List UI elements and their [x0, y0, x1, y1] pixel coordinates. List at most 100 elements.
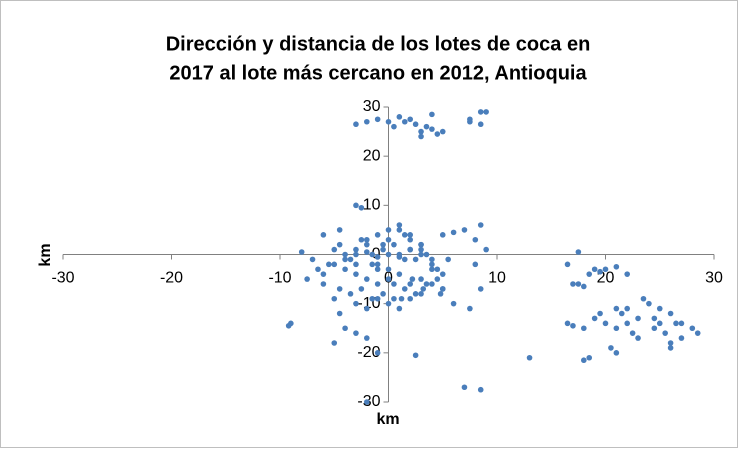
point: [418, 241, 424, 248]
point: [602, 266, 609, 273]
point: [418, 128, 424, 135]
point: [412, 352, 419, 359]
point: [483, 246, 489, 253]
point: [364, 249, 370, 255]
point: [369, 295, 376, 302]
point: [374, 254, 381, 260]
point: [347, 256, 354, 263]
point: [369, 261, 376, 268]
point: [613, 263, 620, 270]
point: [407, 116, 414, 123]
x-tick-label: -30: [51, 270, 74, 287]
point: [331, 261, 338, 268]
point: [439, 128, 446, 135]
point: [423, 251, 430, 258]
y-tick-label: -20: [357, 344, 380, 361]
point: [477, 222, 484, 228]
point: [364, 241, 370, 248]
point: [564, 320, 571, 327]
point: [353, 121, 359, 128]
point: [412, 291, 419, 297]
point: [353, 246, 359, 253]
point: [662, 330, 668, 336]
point: [326, 261, 332, 268]
point: [358, 204, 365, 211]
point: [407, 281, 414, 287]
point: [477, 386, 484, 393]
point: [385, 300, 392, 307]
point: [374, 261, 381, 268]
point: [396, 305, 403, 312]
point: [418, 276, 424, 282]
point: [331, 246, 338, 253]
point: [602, 320, 609, 327]
point: [391, 123, 397, 130]
point: [526, 354, 533, 361]
y-tick-label: 20: [363, 147, 381, 164]
point: [353, 300, 359, 307]
point: [374, 116, 381, 123]
point: [640, 295, 647, 302]
point: [401, 118, 408, 125]
y-tick-label: 0: [372, 246, 381, 263]
point: [651, 315, 658, 322]
point: [439, 232, 446, 238]
point: [358, 236, 365, 243]
point: [407, 246, 414, 253]
point: [304, 276, 310, 282]
point: [635, 315, 641, 322]
point: [374, 281, 381, 287]
point: [396, 227, 403, 233]
point: [347, 291, 354, 297]
point: [434, 276, 441, 282]
point: [353, 202, 359, 209]
point: [320, 271, 327, 277]
point: [673, 320, 679, 327]
point: [434, 131, 441, 137]
point: [285, 322, 292, 329]
point: [591, 266, 598, 273]
point: [320, 232, 327, 238]
point: [439, 286, 446, 292]
point: [581, 357, 587, 364]
point: [678, 335, 685, 341]
point: [331, 340, 338, 346]
point: [407, 295, 414, 302]
point: [429, 126, 435, 132]
point: [336, 310, 343, 317]
point: [423, 123, 430, 130]
point: [461, 384, 468, 391]
point: [385, 236, 392, 243]
point: [374, 266, 381, 273]
point: [385, 276, 392, 282]
point: [467, 305, 473, 312]
point: [570, 322, 576, 329]
point: [429, 266, 435, 273]
point: [461, 227, 468, 233]
point: [586, 271, 593, 277]
point: [656, 305, 663, 312]
point: [298, 249, 305, 255]
point: [380, 246, 386, 253]
y-axis-label: km: [37, 243, 54, 266]
point: [467, 116, 473, 123]
point: [401, 256, 408, 263]
point: [667, 345, 674, 351]
point: [618, 310, 625, 317]
y-tick-label: 10: [363, 197, 381, 214]
point: [342, 256, 348, 263]
point: [629, 330, 636, 336]
point: [646, 300, 652, 307]
point: [423, 281, 430, 287]
point: [420, 286, 427, 292]
x-tick-label: -20: [160, 270, 183, 287]
chart-title: 2017 al lote más cercano en 2012, Antioq…: [169, 62, 587, 84]
point: [401, 286, 408, 292]
point: [353, 261, 359, 268]
point: [689, 325, 696, 332]
point: [398, 295, 405, 302]
point: [570, 281, 576, 287]
point: [412, 256, 419, 263]
point: [409, 276, 416, 282]
point: [380, 241, 386, 248]
